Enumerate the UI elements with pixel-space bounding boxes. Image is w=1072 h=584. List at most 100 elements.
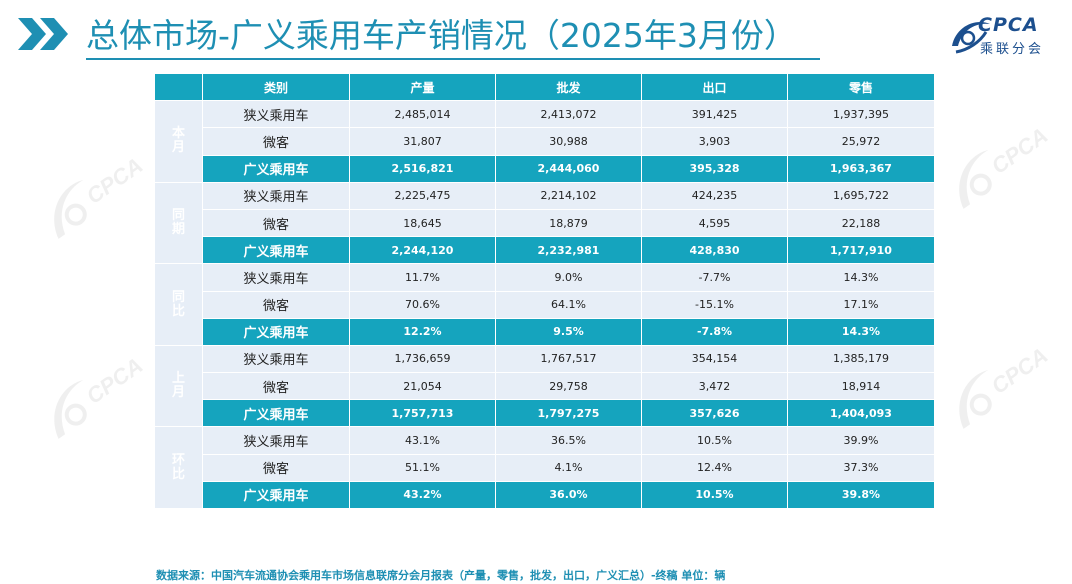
table-row: 同期 狭义乘用车 2,225,475 2,214,102 424,235 1,695,72… (154, 181, 935, 265)
table-row: 广义乘用车 2,516,821 2,444,060 395,328 1,963,367 (155, 154, 935, 183)
svg-text:CPCA: CPCA (82, 353, 147, 409)
value-cell: 2,516,821 (349, 154, 496, 183)
logo-text: CPCA (978, 14, 1039, 36)
table-row: 广义乘用车 1,757,713 1,797,275 357,626 1,404,093 (155, 399, 935, 428)
value-cell: 1,757,713 (349, 399, 496, 428)
value-cell: 9.0% (495, 263, 642, 292)
watermark-logo-icon: CPCA (54, 153, 147, 239)
value-cell: 11.7% (349, 263, 496, 292)
value-cell: 1,695,722 (787, 181, 935, 210)
value-cell: 1,767,517 (495, 344, 642, 374)
data-source-note: 数据来源：中国汽车流通协会乘用车市场信息联席分会月报表（产量，零售，批发，出口，… (156, 569, 726, 582)
value-cell: 1,736,659 (349, 344, 496, 374)
value-cell: 10.5% (641, 480, 788, 510)
value-cell: 1,937,395 (787, 100, 935, 129)
row-category-cell: 狭义乘用车 (202, 100, 350, 129)
row-category-cell: 狭义乘用车 (202, 263, 350, 292)
row-category-cell: 广义乘用车 (202, 154, 350, 183)
value-cell: 2,214,102 (495, 181, 642, 210)
value-cell: 2,413,072 (495, 100, 642, 129)
row-category-cell: 广义乘用车 (202, 236, 350, 265)
value-cell: 1,797,275 (495, 399, 642, 428)
table-header-row: 类别 产量 批发 出口 零售 (154, 72, 935, 102)
row-category-cell: 狭义乘用车 (202, 344, 350, 374)
value-cell: 43.1% (349, 426, 496, 455)
value-cell: 12.4% (641, 453, 788, 482)
group-label-text: 环比 (171, 452, 185, 482)
table-row: 微客 21,054 29,758 3,472 18,914 (155, 372, 935, 401)
value-cell: 12.2% (349, 317, 496, 346)
value-cell: 1,717,910 (787, 236, 935, 265)
row-category-cell: 广义乘用车 (202, 317, 350, 346)
row-category-cell: 广义乘用车 (202, 480, 350, 510)
sales-table: 类别 产量 批发 出口 零售 本月 狭义乘用车 2,485,014 2,413,072… (154, 72, 935, 510)
watermark-logo-icon: CPCA (959, 343, 1052, 429)
value-cell: 36.5% (495, 426, 642, 455)
value-cell: 2,485,014 (349, 100, 496, 129)
value-cell: 357,626 (641, 399, 788, 428)
value-cell: 2,244,120 (349, 236, 496, 265)
value-cell: 36.0% (495, 480, 642, 510)
row-category-cell: 狭义乘用车 (202, 181, 350, 210)
table-row: 广义乘用车 43.2% 36.0% 10.5% 39.8% (155, 480, 935, 510)
double-chevron-icon (18, 18, 68, 50)
value-cell: 37.3% (787, 453, 935, 482)
value-cell: 4,595 (641, 208, 788, 238)
value-cell: 18,879 (495, 208, 642, 238)
value-cell: 2,232,981 (495, 236, 642, 265)
group-label: 同期 (154, 181, 203, 265)
header-cell-wholesale: 批发 (495, 72, 642, 102)
header-cell-production: 产量 (349, 72, 496, 102)
value-cell: 31,807 (349, 127, 496, 156)
value-cell: 391,425 (641, 100, 788, 129)
watermark-logo-icon: CPCA (959, 123, 1052, 209)
value-cell: 39.9% (787, 426, 935, 455)
value-cell: 3,472 (641, 372, 788, 401)
value-cell: 51.1% (349, 453, 496, 482)
table-row: 微客 51.1% 4.1% 12.4% 37.3% (155, 453, 935, 482)
value-cell: 43.2% (349, 480, 496, 510)
table-row: 上月 狭义乘用车 1,736,659 1,767,517 354,154 1,385,17… (154, 344, 935, 428)
value-cell: 3,903 (641, 127, 788, 156)
header-cell-blank (154, 72, 203, 102)
value-cell: 354,154 (641, 344, 788, 374)
table-row: 微客 31,807 30,988 3,903 25,972 (155, 127, 935, 156)
table-row: 广义乘用车 2,244,120 2,232,981 428,830 1,717,910 (155, 236, 935, 265)
svg-text:CPCA: CPCA (987, 123, 1052, 179)
value-cell: 18,645 (349, 208, 496, 238)
table-row: 广义乘用车 12.2% 9.5% -7.8% 14.3% (155, 317, 935, 346)
table-row: 本月 狭义乘用车 2,485,014 2,413,072 391,425 1,937,39… (154, 100, 935, 183)
row-category-cell: 微客 (202, 208, 350, 238)
value-cell: 1,963,367 (787, 154, 935, 183)
header-cell-category: 类别 (202, 72, 350, 102)
group-label: 本月 (154, 100, 203, 183)
group-label-text: 上月 (171, 371, 185, 401)
table-row: 微客 18,645 18,879 4,595 22,188 (155, 208, 935, 238)
value-cell: 2,444,060 (495, 154, 642, 183)
row-category-cell: 狭义乘用车 (202, 426, 350, 455)
row-category-cell: 微客 (202, 372, 350, 401)
cpca-logo-icon (952, 22, 990, 54)
value-cell: 428,830 (641, 236, 788, 265)
value-cell: 1,404,093 (787, 399, 935, 428)
value-cell: 4.1% (495, 453, 642, 482)
svg-text:CPCA: CPCA (987, 343, 1052, 399)
value-cell: 25,972 (787, 127, 935, 156)
value-cell: 17.1% (787, 290, 935, 319)
value-cell: 9.5% (495, 317, 642, 346)
watermark-logo-icon: CPCA (54, 353, 147, 439)
group-label: 同比 (154, 263, 203, 346)
svg-text:CPCA: CPCA (82, 153, 147, 209)
row-category-cell: 微客 (202, 453, 350, 482)
value-cell: 64.1% (495, 290, 642, 319)
row-category-cell: 微客 (202, 290, 350, 319)
table-row: 环比 狭义乘用车 43.1% 36.5% 10.5% 39.9% (154, 426, 935, 509)
value-cell: 395,328 (641, 154, 788, 183)
group-label-text: 本月 (171, 126, 185, 156)
value-cell: 18,914 (787, 372, 935, 401)
header-cell-retail: 零售 (787, 72, 935, 102)
group-label-text: 同期 (171, 208, 185, 238)
row-category-cell: 广义乘用车 (202, 399, 350, 428)
value-cell: 2,225,475 (349, 181, 496, 210)
value-cell: -15.1% (641, 290, 788, 319)
